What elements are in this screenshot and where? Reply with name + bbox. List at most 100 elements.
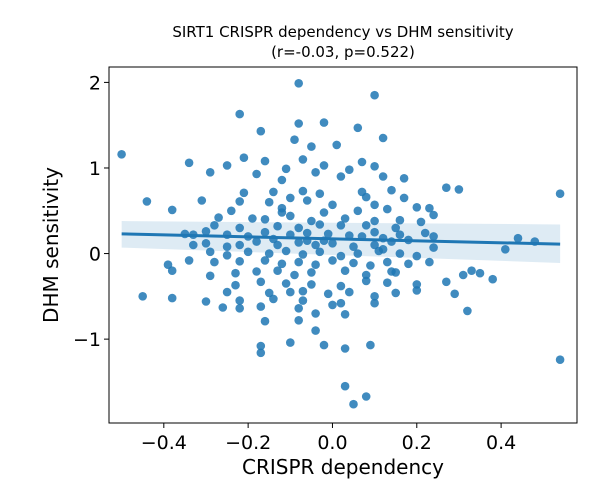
scatter-point [210,257,219,267]
scatter-point [399,193,409,203]
scatter-point [370,298,379,308]
scatter-point [239,188,249,198]
scatter-point [298,286,308,296]
scatter-point [302,228,312,238]
y-tick-label: −1 [73,329,101,351]
scatter-point [252,169,261,179]
scatter-point [361,192,371,202]
scatter-point [210,221,219,230]
scatter-point [378,133,388,143]
scatter-point [336,251,346,261]
scatter-point [298,296,308,305]
scatter-point [315,247,325,257]
scatter-point [353,206,363,216]
scatter-point [286,211,295,221]
scatter-point [383,204,392,214]
scatter-point [319,118,329,127]
scatter-point [294,257,304,267]
scatter-point [281,164,291,174]
scatter-point [277,175,287,185]
scatter-point [319,208,329,217]
scatter-point [323,289,333,299]
scatter-point [404,259,413,269]
scatter-point [307,268,316,277]
scatter-point [218,303,228,312]
scatter-point [298,250,308,259]
scatter-point [307,216,316,226]
scatter-point [412,251,422,261]
scatter-point [235,240,244,250]
scatter-point [340,381,350,391]
scatter-point [412,203,422,212]
scatter-point [361,221,371,230]
regression-line [121,232,561,246]
scatter-point [167,266,177,276]
scatter-point [340,310,350,319]
scatter-point [260,156,270,166]
scatter-point [399,174,409,183]
scatter-point [323,229,333,239]
scatter-point [256,348,266,358]
scatter-point [340,266,350,276]
scatter-point [475,268,485,278]
scatter-point [336,298,346,308]
chart-subtitle: (r=-0.03, p=0.522) [271,43,415,61]
scatter-point [370,90,379,100]
scatter-point [391,268,401,277]
scatter-point [286,338,295,347]
scatter-point [442,183,451,192]
scatter-point [269,294,278,304]
scatter-point [366,261,375,270]
scatter-point [163,260,173,270]
scatter-point [184,256,194,265]
y-tick-label: 2 [89,72,101,94]
scatter-point [370,292,379,301]
scatter-point [328,200,337,210]
scatter-point [425,203,434,213]
scatter-point [442,277,451,287]
scatter-point [294,119,304,128]
scatter-point [319,340,329,350]
scatter-point [235,304,244,313]
scatter-point [167,293,177,303]
scatter-point [222,161,232,170]
scatter-point [214,213,223,222]
scatter-point [117,150,126,159]
scatter-point [167,205,177,215]
scatter-point [349,258,358,268]
scatter-point [353,123,363,133]
scatter-point [294,223,304,233]
scatter-point [420,228,430,238]
scatter-point [231,280,240,290]
scatter-point [378,245,388,254]
scatter-point [311,326,320,335]
scatter-point [370,240,379,250]
scatter-point [340,344,350,353]
scatter-point [311,260,320,270]
scatter-point [269,187,278,197]
scatter-point [273,221,282,231]
x-tick-label: 0.0 [317,432,347,454]
scatter-point [467,266,476,276]
scatter-point [235,296,244,305]
scatter-point [273,266,282,276]
scatter-point [298,186,308,196]
scatter-point [256,341,266,351]
y-tick-label: 0 [89,244,101,266]
y-axis-ticks: −1 0 1 2 [73,72,109,351]
x-axis-ticks: −0.4 −0.2 0.0 0.2 0.4 [141,423,516,454]
scatter-point [294,304,304,313]
scatter-point [260,215,270,224]
scatter-point [260,227,270,237]
scatter-point [222,251,232,260]
scatter-point [450,289,460,299]
scatter-point [294,238,304,247]
scatter-point [429,243,438,252]
scatter-points-layer [117,79,565,409]
scatter-point [315,220,325,229]
scatter-point [349,399,358,409]
scatter-point [222,242,232,251]
scatter-point [332,140,342,150]
scatter-point [353,249,363,258]
